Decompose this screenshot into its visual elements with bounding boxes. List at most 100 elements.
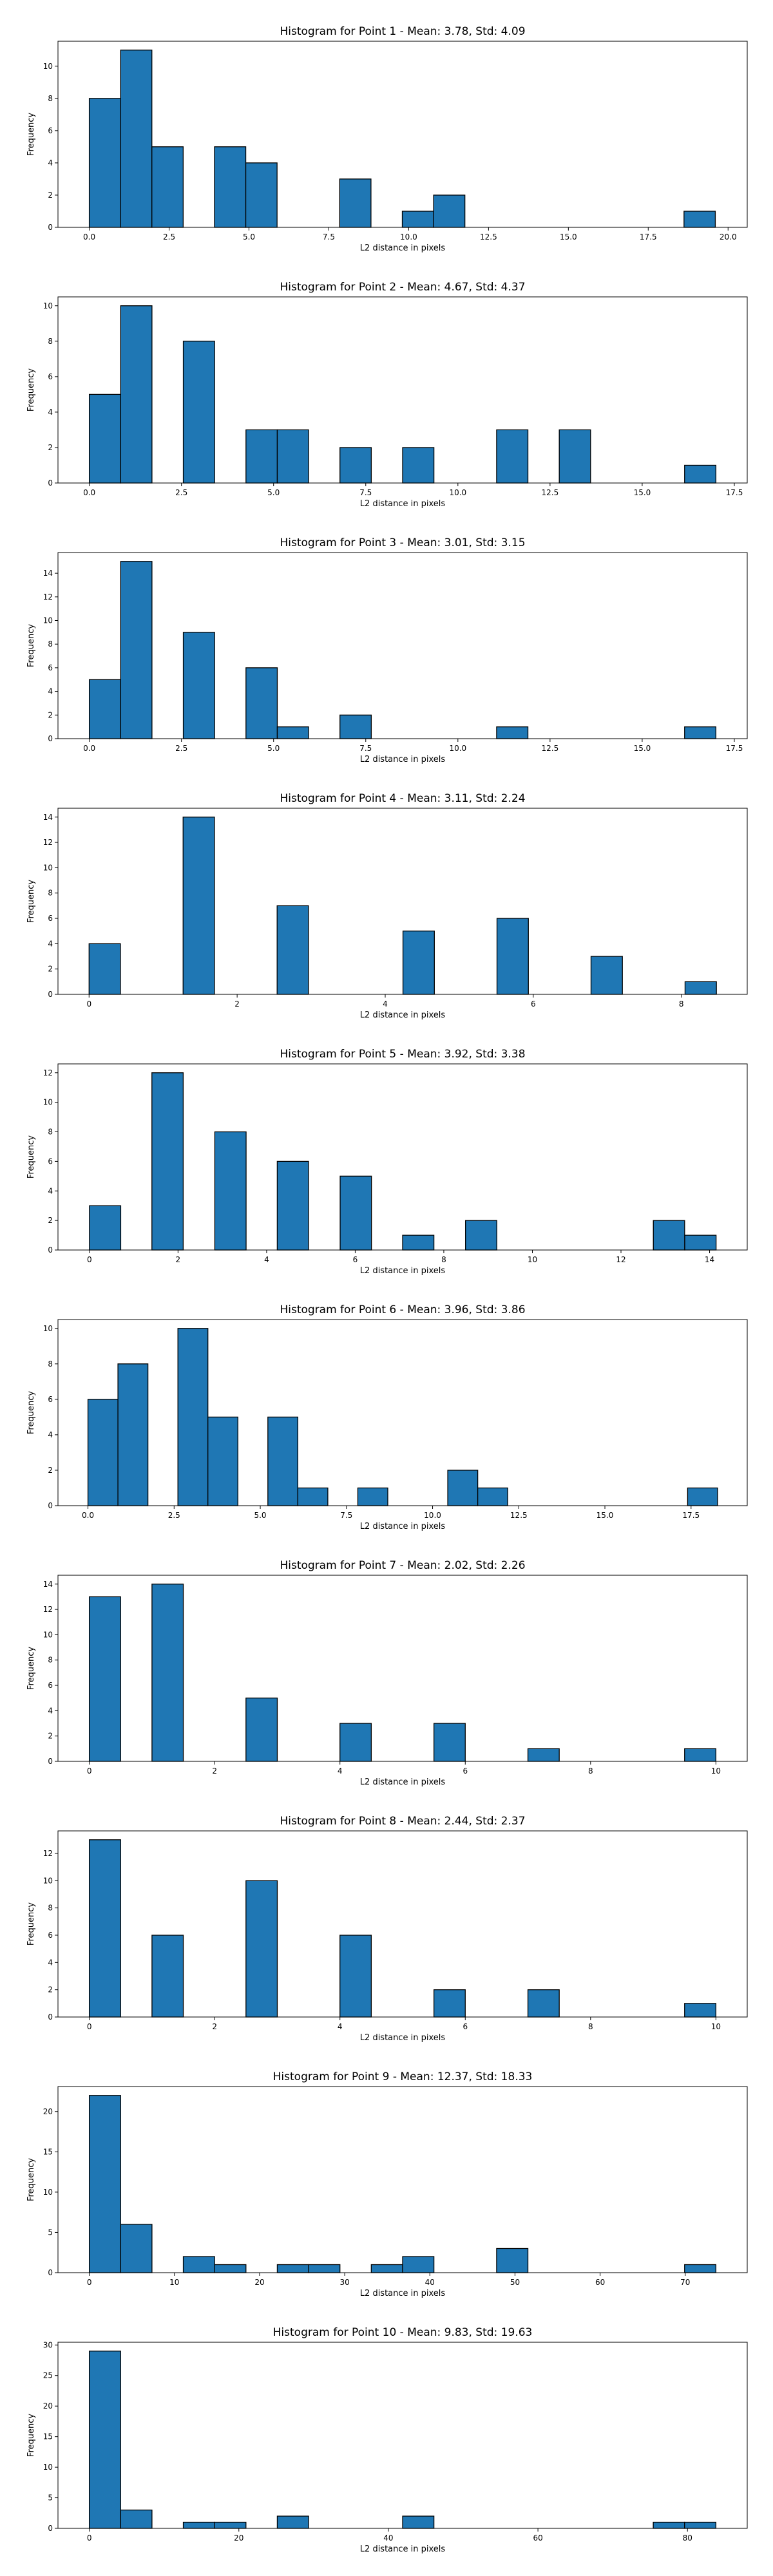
chart-title: Histogram for Point 8 - Mean: 2.44, Std:…	[280, 1815, 525, 1828]
histogram-bar	[684, 981, 717, 995]
y-axis-label: Frequency	[26, 880, 36, 923]
y-tick-label: 6	[48, 1681, 53, 1690]
histogram-bar	[120, 305, 153, 484]
histogram-panel-10: Histogram for Point 10 - Mean: 9.83, Std…	[26, 2326, 748, 2554]
x-tick-label: 12	[616, 1255, 625, 1264]
y-axis-label: Frequency	[26, 113, 36, 156]
y-tick-label: 0	[48, 2012, 53, 2022]
chart-title: Histogram for Point 10 - Mean: 9.83, Std…	[273, 2326, 533, 2339]
y-tick-label: 6	[48, 1157, 53, 1166]
histogram-bar	[245, 1880, 278, 2018]
histogram-bar	[308, 2264, 341, 2273]
x-tick-label: 17.5	[640, 232, 657, 242]
histogram-bar	[182, 632, 215, 739]
histogram-bar	[245, 1698, 278, 1762]
chart-title: Histogram for Point 6 - Mean: 3.96, Std:…	[280, 1303, 525, 1316]
histogram-bar	[151, 1935, 184, 2018]
y-tick-label: 2	[48, 965, 53, 974]
histogram-bar	[339, 1175, 372, 1251]
y-tick-label: 6	[48, 126, 53, 135]
y-tick-label: 0	[48, 1757, 53, 1766]
x-axis-label: L2 distance in pixels	[360, 243, 446, 253]
x-tick-label: 60	[595, 2278, 605, 2287]
x-tick-label: 5.0	[254, 1511, 266, 1520]
x-tick-label: 8	[588, 2022, 593, 2031]
histogram-bar	[182, 341, 215, 484]
y-tick-label: 2	[48, 710, 53, 719]
histogram-bar	[120, 561, 153, 739]
y-tick-label: 10	[43, 301, 53, 310]
y-tick-label: 10	[43, 1098, 53, 1107]
x-tick-label: 17.5	[682, 1511, 700, 1520]
x-tick-label: 10.0	[400, 232, 417, 242]
histogram-bar	[182, 817, 215, 995]
histogram-bar	[683, 211, 716, 228]
x-tick-label: 2	[212, 2022, 217, 2031]
histogram-bar	[339, 178, 372, 228]
y-tick-label: 14	[43, 569, 53, 578]
histogram-bar	[464, 1220, 497, 1251]
histogram-panel-3: Histogram for Point 3 - Mean: 3.01, Std:…	[26, 536, 748, 764]
histogram-bar	[151, 146, 184, 228]
x-tick-label: 4	[338, 1766, 343, 1776]
x-tick-label: 15.0	[634, 744, 651, 753]
y-tick-label: 4	[48, 939, 53, 948]
y-tick-label: 10	[43, 1324, 53, 1333]
y-tick-label: 6	[48, 663, 53, 672]
y-tick-label: 4	[48, 158, 53, 167]
x-axis-label: L2 distance in pixels	[360, 755, 446, 764]
histogram-bar	[402, 1235, 435, 1251]
histogram-bar	[590, 956, 623, 995]
histogram-bar	[276, 726, 309, 739]
x-tick-label: 5.0	[243, 232, 255, 242]
x-tick-label: 10	[169, 2278, 179, 2287]
histogram-bar	[245, 162, 278, 228]
y-axis-label: Frequency	[26, 1647, 36, 1690]
histogram-bar	[402, 2515, 435, 2529]
histogram-bar	[276, 2515, 309, 2529]
x-tick-label: 0	[87, 2533, 92, 2543]
x-tick-label: 10.0	[449, 488, 466, 497]
histogram-bar	[87, 1399, 119, 1506]
histogram-bar	[653, 2521, 685, 2529]
y-tick-label: 0	[48, 990, 53, 999]
histogram-panel-2: Histogram for Point 2 - Mean: 4.67, Std:…	[26, 281, 748, 509]
x-tick-label: 5.0	[267, 744, 280, 753]
histogram-bar	[120, 2224, 153, 2273]
histogram-bar	[267, 1416, 299, 1506]
histogram-panel-9: Histogram for Point 9 - Mean: 12.37, Std…	[26, 2070, 748, 2298]
y-tick-label: 8	[48, 1656, 53, 1665]
x-tick-label: 10.0	[424, 1511, 441, 1520]
histogram-bar	[402, 2256, 435, 2273]
chart-title: Histogram for Point 2 - Mean: 4.67, Std:…	[280, 281, 525, 294]
y-axis-label: Frequency	[26, 624, 36, 667]
y-tick-label: 12	[43, 592, 53, 601]
histogram-bar	[477, 1487, 508, 1506]
histogram-bar	[684, 464, 717, 484]
histogram-bar	[88, 2095, 121, 2273]
histogram-bar	[684, 2003, 717, 2018]
y-tick-label: 2	[48, 191, 53, 200]
x-tick-label: 6	[463, 1766, 468, 1776]
histogram-bar	[684, 726, 717, 739]
x-tick-label: 0	[87, 1255, 92, 1264]
x-tick-label: 40	[425, 2278, 435, 2287]
x-tick-label: 10.0	[449, 744, 466, 753]
y-axis-label: Frequency	[26, 2158, 36, 2201]
histogram-bar	[245, 667, 278, 739]
x-tick-label: 20	[254, 2278, 264, 2287]
plot-frame	[57, 808, 748, 995]
histogram-bar	[214, 2521, 247, 2529]
chart-title: Histogram for Point 7 - Mean: 2.02, Std:…	[280, 1559, 525, 1572]
histogram-bar	[527, 1748, 560, 1762]
y-tick-label: 4	[48, 1430, 53, 1439]
y-tick-label: 12	[43, 1605, 53, 1614]
y-tick-label: 2	[48, 1732, 53, 1741]
y-tick-label: 10	[43, 62, 53, 71]
x-tick-label: 8	[679, 999, 684, 1009]
chart-title: Histogram for Point 1 - Mean: 3.78, Std:…	[280, 25, 525, 38]
y-tick-label: 15	[43, 2432, 53, 2441]
x-tick-label: 0	[87, 1766, 92, 1776]
x-axis-label: L2 distance in pixels	[360, 2289, 446, 2298]
